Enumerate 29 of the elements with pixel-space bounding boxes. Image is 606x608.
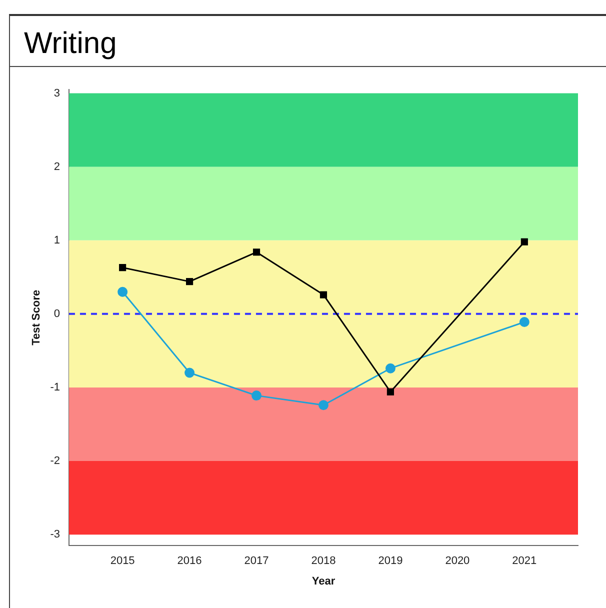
point [520,238,528,246]
point [118,286,128,297]
y-tick-label: -3 [50,528,60,541]
y-tick-label: 2 [54,160,60,173]
y-tick-label: 3 [54,87,60,100]
y-tick-label: 0 [54,308,60,320]
point [252,390,262,401]
point [252,248,260,256]
y-tick-label: -1 [50,382,60,394]
x-tick-label: 2017 [244,555,269,568]
x-tick-label: 2018 [311,555,336,568]
x-tick-label: 2019 [378,555,403,568]
point [519,317,530,328]
point [386,388,394,396]
point [119,264,126,272]
point [385,363,396,374]
x-tick-label: 2020 [445,555,470,568]
x-tick-label: 2021 [512,555,537,568]
chart-title: Writing [10,16,606,67]
y-tick-label: 1 [54,234,60,246]
x-tick-label: 2015 [110,555,135,568]
x-axis-title: Year [312,575,336,588]
y-axis-title: Test Score [30,290,43,346]
x-tick-label: 2016 [177,555,202,568]
point [318,400,328,410]
y-tick-label: -2 [50,455,60,468]
point [186,278,194,286]
point [320,291,328,298]
point [184,368,195,378]
